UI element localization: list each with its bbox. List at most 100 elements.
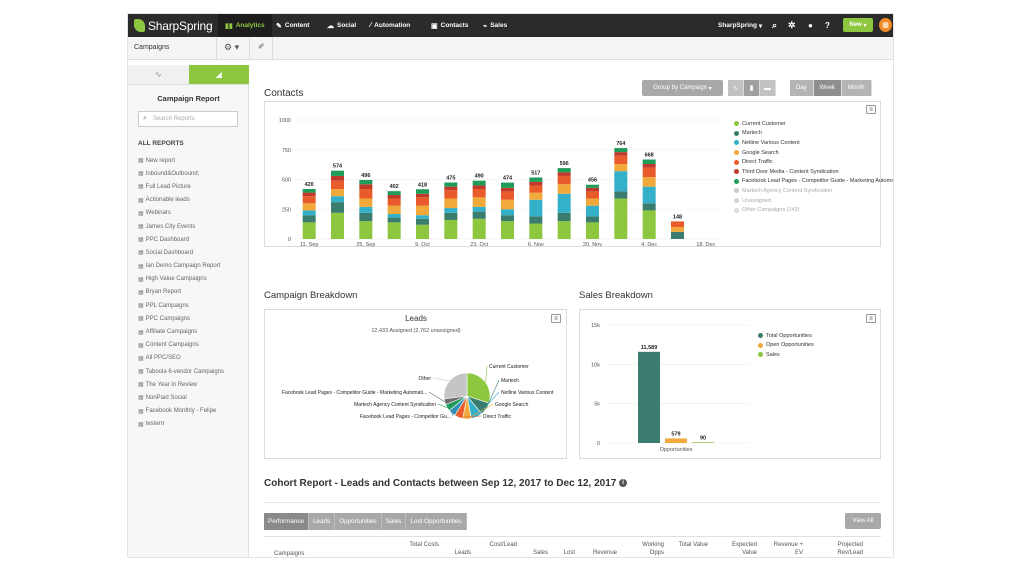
nav-contacts[interactable]: ▣ Contacts: [431, 22, 469, 30]
report-item[interactable]: ▦ PPC Campaigns: [138, 312, 248, 325]
bar-segment[interactable]: [501, 215, 514, 222]
calendar-icon[interactable]: ▦: [879, 18, 892, 32]
legend-item[interactable]: Facebook Lead Pages - Competitor Guide -…: [734, 177, 893, 187]
bar-segment[interactable]: [557, 212, 571, 222]
bar-segment[interactable]: [444, 186, 458, 191]
bar-segment[interactable]: [416, 218, 429, 225]
bar-segment[interactable]: [586, 222, 599, 239]
tab-lost-opportunities[interactable]: Lost Opportunities: [406, 513, 467, 530]
bar-segment[interactable]: [557, 175, 571, 185]
legend-item[interactable]: Netline Various Content: [734, 138, 893, 148]
chart-menu-icon[interactable]: ≡: [551, 314, 561, 323]
report-item[interactable]: ▦ PPL Campaigns: [138, 299, 248, 312]
bar-segment[interactable]: [586, 191, 599, 199]
column-header[interactable]: Working Opps: [642, 542, 664, 556]
report-item[interactable]: ▦ High Value Campaigns: [138, 273, 248, 286]
report-item[interactable]: ▦ NonPaid Social: [138, 391, 248, 404]
bar-segment[interactable]: [359, 212, 373, 222]
bar-segment[interactable]: [529, 181, 543, 186]
bar-segment[interactable]: [501, 187, 514, 192]
column-header[interactable]: Total Costs: [409, 542, 439, 548]
bar-segment[interactable]: [416, 189, 429, 194]
bar-segment[interactable]: [302, 196, 316, 204]
bar-segment[interactable]: [416, 197, 429, 206]
bar-segment[interactable]: [642, 186, 656, 204]
period-month[interactable]: Month: [841, 80, 872, 96]
bar-segment[interactable]: [557, 193, 571, 213]
bar-segment[interactable]: [501, 209, 514, 216]
bar-segment[interactable]: [642, 164, 656, 168]
tab-performance[interactable]: Performance: [264, 513, 310, 530]
bar-segment[interactable]: [331, 189, 344, 197]
column-header[interactable]: Revenue: [592, 550, 617, 556]
legend-item[interactable]: Current Customer: [734, 119, 893, 129]
bar-segment[interactable]: [642, 159, 656, 165]
bar-segment[interactable]: [387, 217, 401, 223]
bar-segment[interactable]: [331, 202, 344, 213]
bar-segment[interactable]: [671, 231, 684, 239]
legend-item[interactable]: Sales: [758, 350, 814, 360]
search-reports-input[interactable]: ⌕ Search Reports: [138, 111, 238, 127]
gear-icon[interactable]: ⚙ ▾: [224, 42, 240, 52]
bar-segment[interactable]: [529, 177, 543, 182]
report-item[interactable]: ▦ Taboola 6-vendor Campaigns: [138, 365, 248, 378]
nav-sales[interactable]: ⌁ Sales: [483, 22, 508, 30]
bar-segment[interactable]: [614, 164, 628, 172]
bar-segment[interactable]: [331, 180, 344, 190]
bar-segment[interactable]: [472, 180, 486, 186]
legend-item[interactable]: Unassigned: [734, 196, 893, 206]
bar-segment[interactable]: [472, 218, 486, 239]
period-day[interactable]: Day: [790, 80, 814, 96]
bar-segment[interactable]: [359, 179, 373, 185]
bar-segment[interactable]: [642, 167, 656, 178]
bar-segment[interactable]: [671, 227, 684, 232]
user-icon[interactable]: ●: [808, 21, 813, 30]
column-header[interactable]: Expected Value: [731, 542, 757, 556]
chart-menu-icon[interactable]: ≡: [866, 314, 876, 323]
column-header[interactable]: Campaigns: [274, 551, 305, 557]
legend-item[interactable]: Open Opportunities: [758, 341, 814, 351]
bar-segment[interactable]: [586, 198, 599, 206]
nav-content[interactable]: ✎ Content: [276, 22, 310, 30]
report-item[interactable]: ▦ Actionable leads: [138, 194, 248, 207]
sidebar-tab-campaign[interactable]: ◢: [188, 65, 249, 85]
column-header[interactable]: Cost/Lead: [489, 542, 517, 548]
bar-segment[interactable]: [416, 193, 429, 198]
bar-segment[interactable]: [614, 171, 628, 192]
report-item[interactable]: ▦ Affiliate Campaigns: [138, 325, 248, 338]
bar-segment[interactable]: [501, 182, 514, 188]
report-item[interactable]: ▦ Bryan Report: [138, 286, 248, 299]
bar-segment[interactable]: [501, 221, 514, 239]
report-item[interactable]: ▦ Content Campaigns: [138, 339, 248, 352]
bar-segment[interactable]: [302, 192, 316, 197]
report-item[interactable]: ▦ James City Events: [138, 220, 248, 233]
bar-segment[interactable]: [302, 203, 316, 211]
legend-item[interactable]: Total Opportunities: [758, 331, 814, 341]
bar-segment[interactable]: [472, 185, 486, 190]
legend-item[interactable]: Martech Agency Content Syndication: [734, 186, 893, 196]
report-item[interactable]: ▦ Full Lead Picture: [138, 180, 248, 193]
bar-segment[interactable]: [444, 190, 458, 199]
bar-segment[interactable]: [444, 182, 458, 187]
column-header[interactable]: Revenue + EV: [773, 542, 803, 556]
bar-segment[interactable]: [359, 206, 373, 213]
report-item[interactable]: ▦ All PPC/SEO: [138, 352, 248, 365]
report-item[interactable]: ▦ The Year in Review: [138, 378, 248, 391]
sidebar-tab-trend[interactable]: ∿: [128, 65, 189, 85]
chart-menu-icon[interactable]: ≡: [866, 105, 876, 114]
bar-segment[interactable]: [416, 205, 429, 216]
bar-segment[interactable]: [586, 205, 599, 217]
bar-segment[interactable]: [671, 221, 684, 228]
bar-segment[interactable]: [444, 208, 458, 213]
bar-segment[interactable]: [387, 205, 401, 215]
bar-segment[interactable]: [302, 189, 316, 193]
brand-logo[interactable]: SharpSpring: [134, 18, 213, 33]
legend-item[interactable]: Third Door Media - Content Syndication: [734, 167, 893, 177]
view-all-button[interactable]: View All: [845, 513, 881, 529]
report-item[interactable]: ▦ Webinars: [138, 207, 248, 220]
bar-segment[interactable]: [614, 148, 628, 153]
bar-segment[interactable]: [387, 194, 401, 199]
bar-segment[interactable]: [557, 184, 571, 194]
bar-segment[interactable]: [529, 185, 543, 193]
bar-segment[interactable]: [472, 206, 486, 212]
